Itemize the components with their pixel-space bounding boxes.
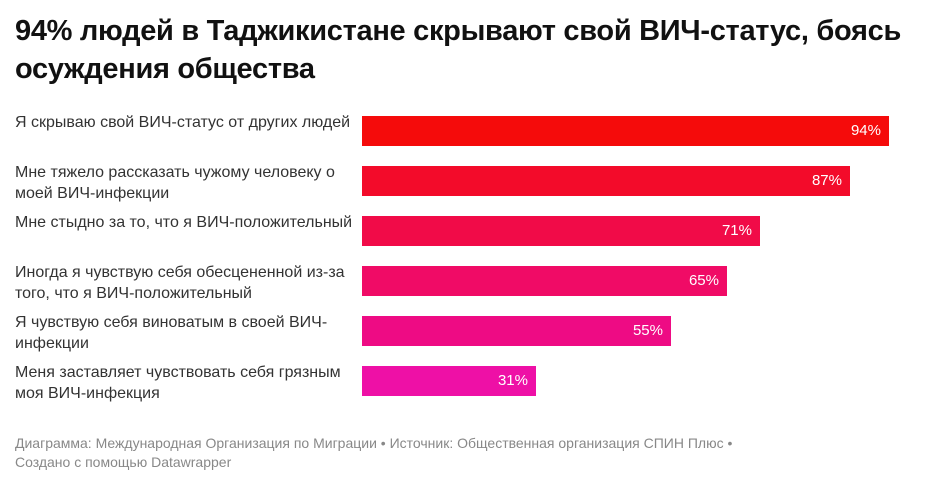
footer-credit-line: Создано с помощью Datawrapper xyxy=(15,454,232,470)
bar-row: Иногда я чувствую себя обесцененной из-з… xyxy=(0,258,940,308)
bar-value-label: 71% xyxy=(721,222,752,239)
bar-row: Я чувствую себя виноватым в своей ВИЧ-ин… xyxy=(0,308,940,358)
bar-value-label: 94% xyxy=(850,122,881,139)
bar xyxy=(362,316,671,346)
bar-value-label: 65% xyxy=(688,272,719,289)
bar xyxy=(362,166,850,196)
footer-source-line: Диаграмма: Международная Организация по … xyxy=(15,435,733,451)
bar-row: Меня заставляет чувствовать себя грязным… xyxy=(0,358,940,408)
chart-footer: Диаграмма: Международная Организация по … xyxy=(15,434,915,472)
bar xyxy=(362,216,760,246)
bar-category-label: Мне тяжело рассказать чужому человеку о … xyxy=(15,164,335,202)
bar-value-label: 87% xyxy=(811,172,842,189)
bar xyxy=(362,266,727,296)
bar-value-label: 31% xyxy=(497,372,528,389)
bar-category-label: Я чувствую себя виноватым в своей ВИЧ-ин… xyxy=(15,314,328,352)
bar-category-label: Иногда я чувствую себя обесцененной из-з… xyxy=(15,264,345,302)
bar-value-label: 55% xyxy=(632,322,663,339)
bar-row: Я скрываю свой ВИЧ-статус от других люде… xyxy=(0,108,940,158)
chart-title: 94% людей в Таджикистане скрывают свой В… xyxy=(15,15,901,85)
bar-category-label: Я скрываю свой ВИЧ-статус от других люде… xyxy=(15,114,351,131)
bar xyxy=(362,366,536,396)
bar-row: Мне тяжело рассказать чужому человеку о … xyxy=(0,158,940,208)
bar-chart: Я скрываю свой ВИЧ-статус от других люде… xyxy=(0,108,940,408)
bar-category-label: Мне стыдно за то, что я ВИЧ-положительны… xyxy=(15,214,353,231)
bar xyxy=(362,116,889,146)
bar-category-label: Меня заставляет чувствовать себя грязным… xyxy=(15,364,341,402)
bar-row: Мне стыдно за то, что я ВИЧ-положительны… xyxy=(0,208,940,258)
